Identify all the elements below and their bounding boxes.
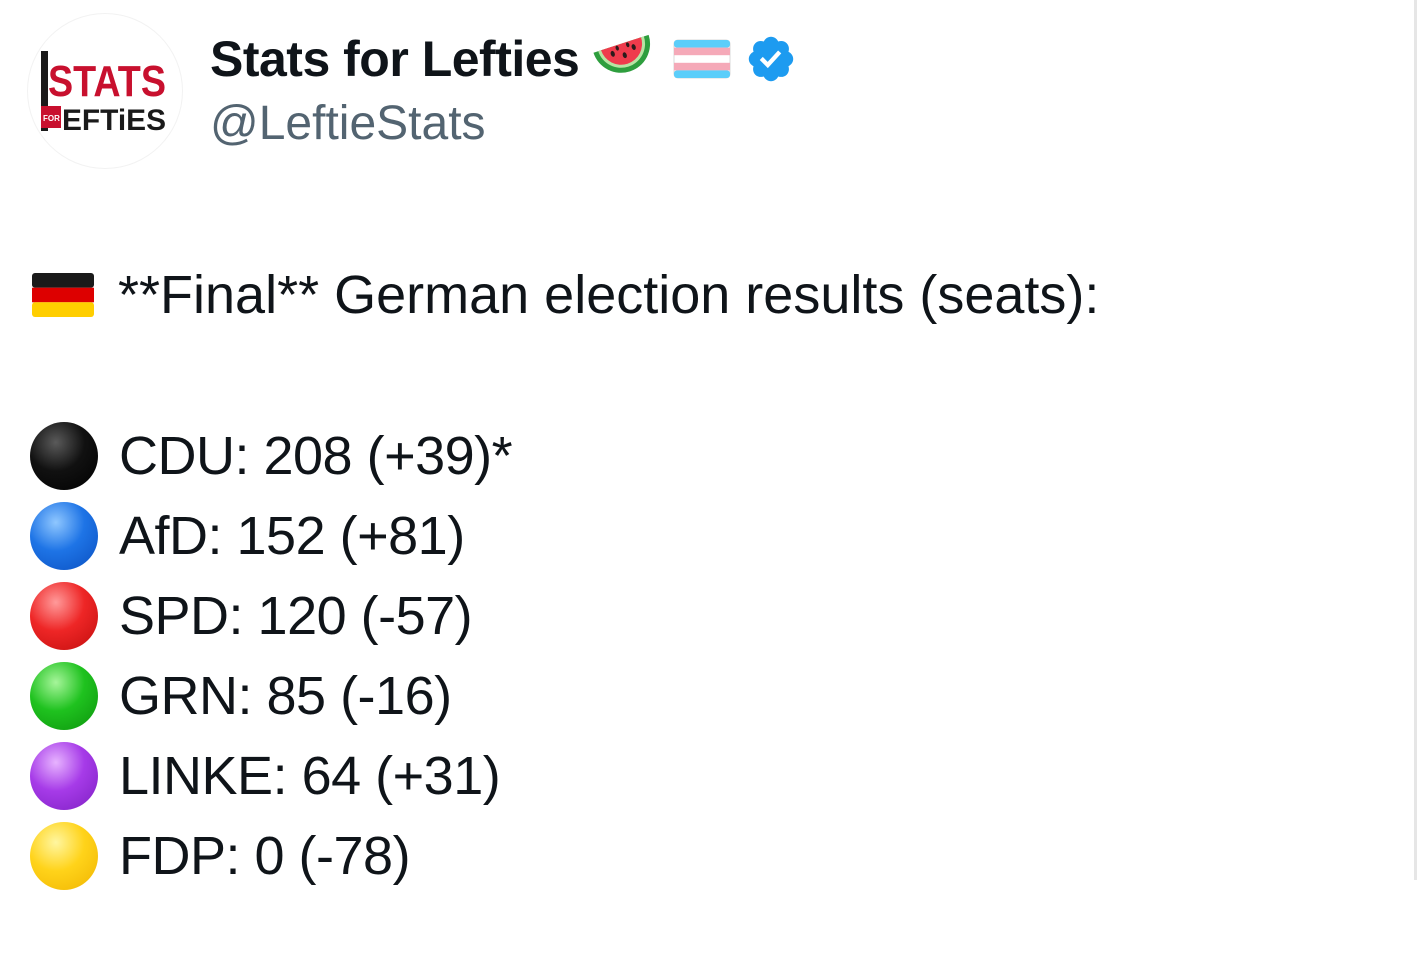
logo-bottom-text: EFTiES: [62, 104, 166, 136]
result-row-linke: LINKE: 64 (+31): [30, 736, 512, 816]
result-text: FDP: 0 (-78): [119, 826, 411, 886]
headline-text: **Final** German election results (seats…: [118, 265, 1100, 325]
result-text: LINKE: 64 (+31): [119, 746, 501, 806]
user-handle[interactable]: @LeftieStats: [210, 97, 486, 150]
logo-small-text: FOR: [43, 114, 60, 123]
red-circle-icon: [30, 582, 98, 650]
result-row-afd: AfD: 152 (+81): [30, 496, 512, 576]
result-row-spd: SPD: 120 (-57): [30, 576, 512, 656]
result-row-fdp: FDP: 0 (-78): [30, 816, 512, 896]
green-circle-icon: [30, 662, 98, 730]
result-text: AfD: 152 (+81): [119, 506, 465, 566]
display-name-row: Stats for Lefties: [210, 28, 797, 90]
avatar[interactable]: STATS FOR EFTiES: [28, 14, 182, 168]
result-text: SPD: 120 (-57): [119, 586, 473, 646]
result-row-cdu: CDU: 208 (+39)*: [30, 416, 513, 496]
result-row-grn: GRN: 85 (-16): [30, 656, 512, 736]
verified-badge-icon[interactable]: [745, 33, 797, 85]
logo-top-text: STATS: [48, 57, 166, 106]
display-name[interactable]: Stats for Lefties: [210, 31, 580, 87]
black-circle-icon: [30, 422, 98, 490]
watermelon-icon: [593, 33, 659, 85]
result-text: GRN: 85 (-16): [119, 666, 452, 726]
scrollbar-edge: [1414, 0, 1417, 880]
post-headline: **Final** German election results (seats…: [32, 262, 1099, 328]
blue-circle-icon: [30, 502, 98, 570]
yellow-circle-icon: [30, 822, 98, 890]
purple-circle-icon: [30, 742, 98, 810]
transgender-flag-icon: [673, 38, 731, 80]
result-text: CDU: 208 (+39)*: [119, 426, 513, 486]
stats-for-lefties-logo: STATS FOR EFTiES: [41, 51, 166, 136]
germany-flag-icon: [32, 273, 94, 317]
results-list: CDU: 208 (+39)* AfD: 152 (+81) SPD: 120 …: [30, 416, 513, 896]
